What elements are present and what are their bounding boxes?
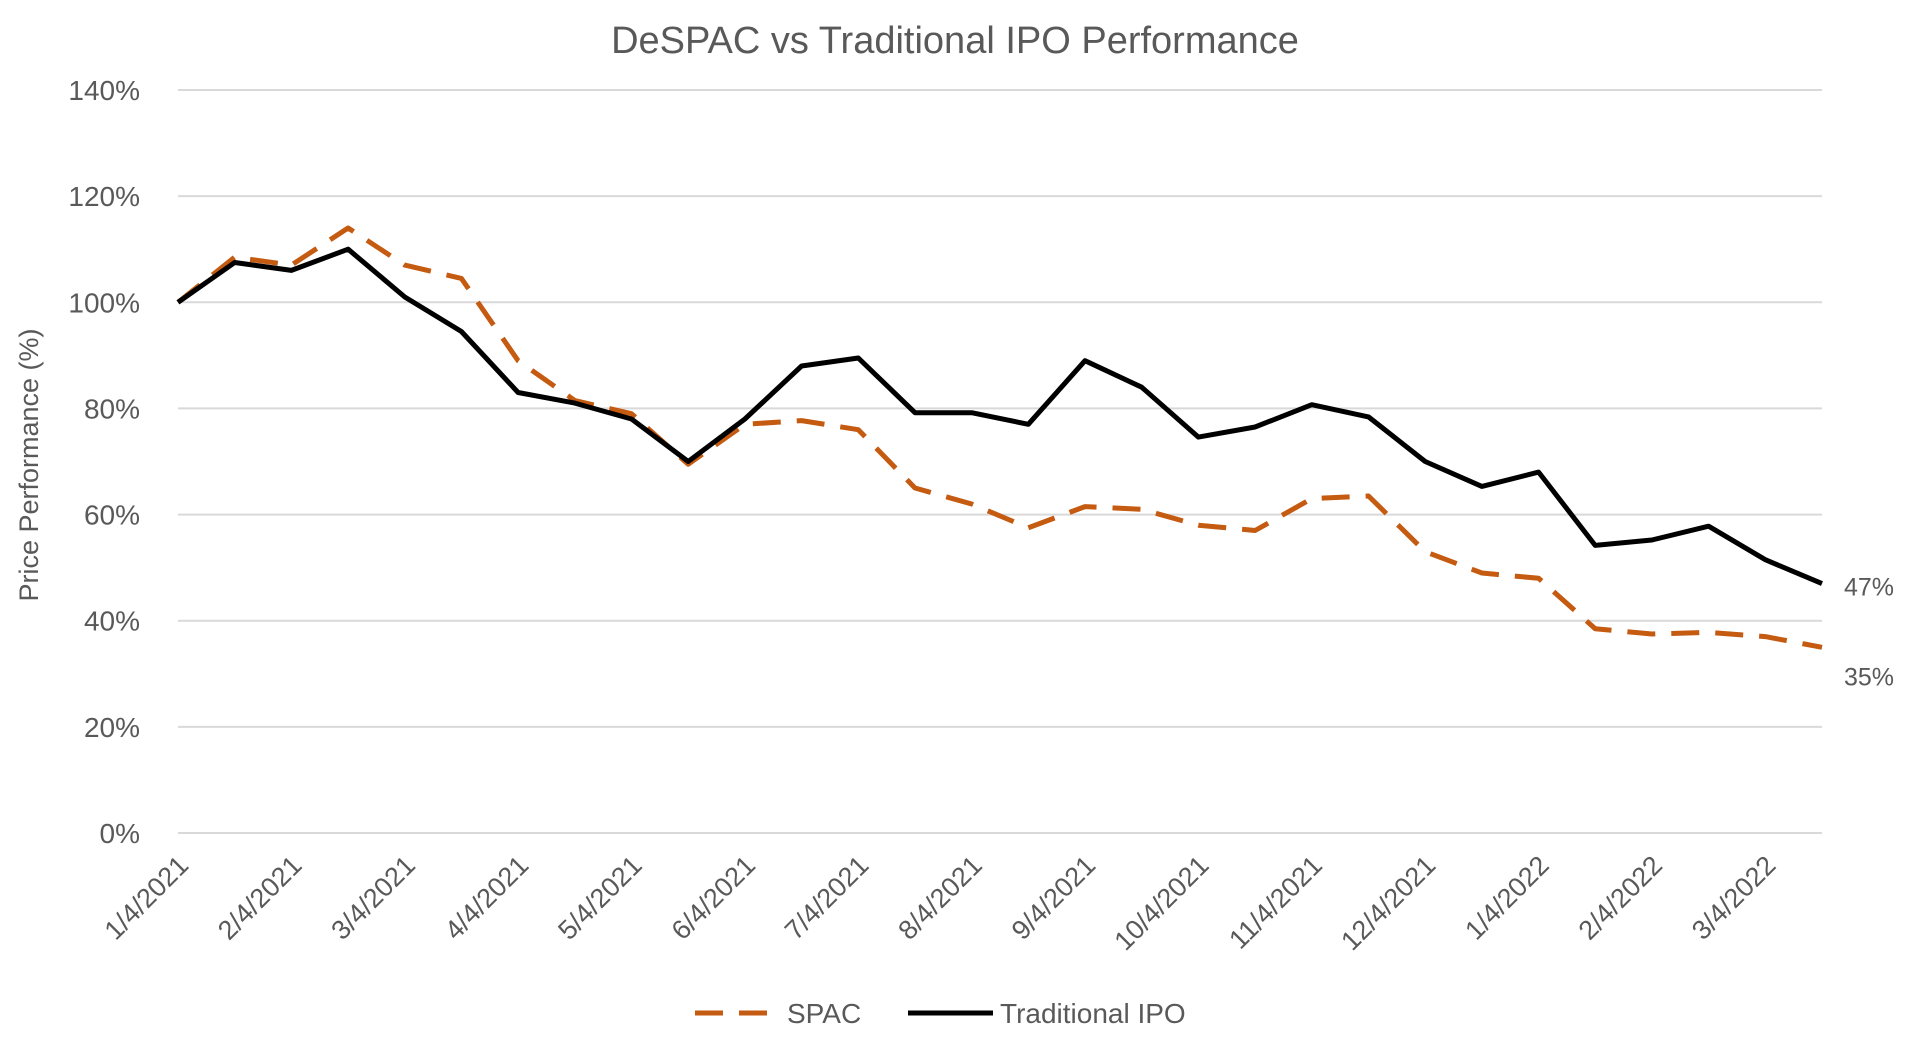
data-point xyxy=(1423,459,1428,464)
data-point xyxy=(516,358,521,363)
data-point xyxy=(232,260,237,265)
x-tick-label: 2/4/2022 xyxy=(1573,850,1669,946)
x-tick-labels: 1/4/2021 2/4/2021 3/4/2021 4/4/2021 5/4/2021… xyxy=(99,850,1782,956)
x-tick-label: 6/4/2021 xyxy=(666,850,762,946)
data-point xyxy=(289,268,294,273)
data-point xyxy=(629,417,634,422)
x-tick-label: 12/4/2021 xyxy=(1335,850,1441,956)
data-point xyxy=(912,486,917,491)
data-point xyxy=(1593,626,1598,631)
x-tick-label: 11/4/2021 xyxy=(1223,850,1328,955)
data-point xyxy=(402,294,407,299)
data-point xyxy=(289,263,294,268)
data-point xyxy=(1593,543,1598,548)
data-point xyxy=(742,417,747,422)
data-point xyxy=(1309,496,1314,501)
data-point xyxy=(1423,549,1428,554)
data-point xyxy=(1083,504,1088,509)
legend: SPAC Traditional IPO xyxy=(695,998,1186,1029)
data-point xyxy=(1309,402,1314,407)
data-point xyxy=(1820,581,1825,586)
data-point xyxy=(856,356,861,361)
end-label: 47% xyxy=(1844,574,1894,602)
data-point xyxy=(799,418,804,423)
data-point xyxy=(1366,414,1371,419)
data-point xyxy=(1026,422,1031,427)
data-point xyxy=(1479,570,1484,575)
data-point xyxy=(1536,576,1541,581)
x-tick-label: 4/4/2021 xyxy=(439,850,535,946)
data-point xyxy=(1706,524,1711,529)
x-tick-label: 1/4/2022 xyxy=(1459,850,1555,946)
data-point xyxy=(1479,484,1484,489)
x-tick-label: 1/4/2021 xyxy=(99,850,195,946)
y-tick-label: 120% xyxy=(68,181,140,212)
x-tick-label: 3/4/2022 xyxy=(1686,850,1782,946)
data-point xyxy=(1763,557,1768,562)
y-tick-label: 40% xyxy=(84,606,140,637)
series-traditional-ipo xyxy=(176,246,1825,586)
legend-label: Traditional IPO xyxy=(1000,998,1186,1029)
y-tick-labels: 0% 20% 40% 60% 80% 100% 120% 140% xyxy=(68,75,140,849)
series-lines xyxy=(176,225,1825,650)
x-tick-label: 2/4/2021 xyxy=(212,850,308,946)
x-tick-label: 3/4/2021 xyxy=(325,850,421,946)
data-point xyxy=(1253,528,1258,533)
data-point xyxy=(516,390,521,395)
x-tick-label: 5/4/2021 xyxy=(552,850,648,946)
y-tick-label: 140% xyxy=(68,75,140,106)
y-tick-label: 80% xyxy=(84,393,140,424)
y-axis-label: Price Performance (%) xyxy=(14,328,44,601)
data-point xyxy=(1026,525,1031,530)
data-point xyxy=(629,411,634,416)
data-point xyxy=(459,329,464,334)
data-point xyxy=(1139,507,1144,512)
x-tick-label: 10/4/2021 xyxy=(1109,850,1215,956)
data-point xyxy=(346,247,351,252)
data-point xyxy=(686,459,691,464)
series-line xyxy=(176,246,1823,586)
data-point xyxy=(969,501,974,506)
data-point xyxy=(969,410,974,415)
grid-lines xyxy=(178,89,1822,834)
data-point xyxy=(572,401,577,406)
data-point xyxy=(1366,493,1371,498)
end-label: 35% xyxy=(1844,663,1894,691)
legend-label: SPAC xyxy=(787,998,861,1029)
data-point xyxy=(1196,435,1201,440)
data-point xyxy=(346,225,351,230)
legend-item: SPAC xyxy=(695,998,861,1029)
data-point xyxy=(1820,645,1825,650)
data-point xyxy=(1253,425,1258,430)
data-point xyxy=(1706,630,1711,635)
data-point xyxy=(1196,523,1201,528)
x-tick-label: 8/4/2021 xyxy=(892,850,988,946)
chart-title: DeSPAC vs Traditional IPO Performance xyxy=(611,20,1299,62)
data-point xyxy=(856,427,861,432)
y-tick-label: 100% xyxy=(68,287,140,318)
data-point xyxy=(1649,538,1654,543)
data-point xyxy=(459,276,464,281)
x-tick-label: 9/4/2021 xyxy=(1006,850,1102,946)
data-point xyxy=(1536,470,1541,475)
data-point xyxy=(402,263,407,268)
data-point xyxy=(176,300,181,305)
data-point xyxy=(1083,358,1088,363)
data-point xyxy=(1649,631,1654,636)
x-tick-label: 7/4/2021 xyxy=(779,850,875,946)
data-point xyxy=(912,410,917,415)
end-labels: 35% 47% xyxy=(1844,574,1894,692)
y-tick-label: 0% xyxy=(100,818,140,849)
data-point xyxy=(1139,385,1144,390)
y-tick-label: 20% xyxy=(84,712,140,743)
data-point xyxy=(1763,634,1768,639)
data-point xyxy=(232,255,237,260)
legend-item: Traditional IPO xyxy=(908,998,1186,1029)
y-tick-label: 60% xyxy=(84,500,140,531)
series-line xyxy=(176,225,1823,650)
series-spac xyxy=(176,225,1825,650)
data-point xyxy=(799,363,804,368)
